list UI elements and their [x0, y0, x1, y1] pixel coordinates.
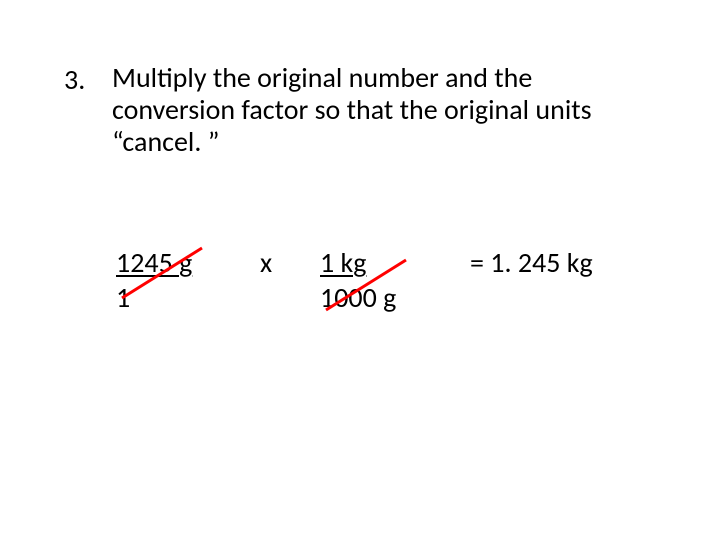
- equals-result: = 1. 245 kg: [470, 245, 593, 280]
- fraction-2: 1 kg 1000 g: [320, 245, 396, 315]
- fraction-2-denominator: 1000 g: [320, 280, 396, 315]
- list-number: 3.: [64, 62, 85, 97]
- fraction-1-denominator: 1: [116, 280, 192, 315]
- fraction-1-numerator: 1245 g: [116, 245, 192, 280]
- fraction-1: 1245 g 1: [116, 245, 192, 315]
- multiply-operator: x: [260, 245, 272, 280]
- instruction-text: Multiply the original number and the con…: [112, 62, 632, 159]
- fraction-2-numerator: 1 kg: [320, 245, 396, 280]
